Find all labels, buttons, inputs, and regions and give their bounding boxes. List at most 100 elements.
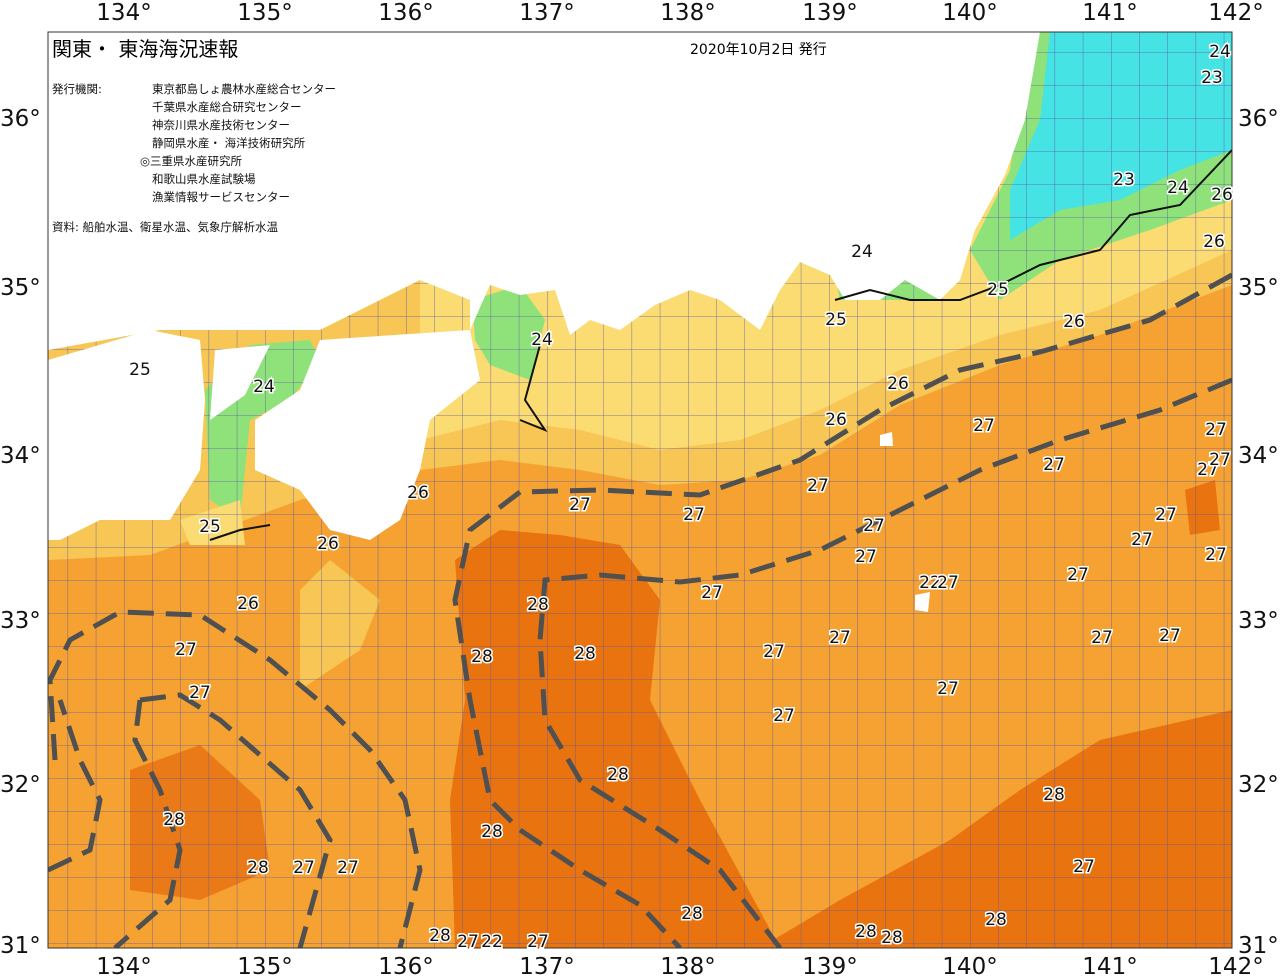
publisher: 和歌山県水産試験場 (152, 172, 256, 186)
contour-label: 26 (825, 410, 847, 430)
contour-label: 24 (531, 330, 553, 350)
contour-label: 27 (569, 495, 591, 515)
publisher: 静岡県水産・ 海洋技術研究所 (152, 136, 306, 150)
contour-label: 25 (199, 517, 221, 537)
contour-label: 27 (1197, 460, 1219, 480)
longitude-label: 140° (942, 0, 997, 26)
publisher: 千葉県水産総合研究センター (152, 100, 302, 114)
contour-label: 26 (237, 594, 259, 614)
contour-label: 28 (1043, 785, 1065, 805)
contour-label: 27 (1073, 857, 1095, 877)
contour-label: 24 (253, 377, 275, 397)
latitude-label: 34° (0, 443, 41, 469)
longitude-label: 137° (519, 0, 574, 26)
publisher: 東京都島しょ農林水産総合センター (152, 82, 336, 96)
contour-label: 23 (1113, 170, 1135, 190)
contour-label: 28 (471, 647, 493, 667)
eddy-inner (113, 692, 333, 948)
contour-label: 27 (863, 516, 885, 536)
latitude-label: 32° (1238, 772, 1279, 798)
contour-label: 27 (337, 858, 359, 878)
longitude-label: 136° (378, 0, 433, 26)
contour-label: 22 (919, 573, 941, 593)
coast-contour (209, 149, 1232, 541)
contour-label: 27 (1091, 628, 1113, 648)
contour-label: 28 (855, 922, 877, 942)
latitude-label: 34° (1238, 443, 1279, 469)
contour-label: 27 (1131, 530, 1153, 550)
contour-label: 27 (937, 679, 959, 699)
longitude-label: 138° (660, 0, 715, 26)
contour-label: 27 (701, 583, 723, 603)
longitude-label: 138° (660, 954, 715, 980)
contour-label: 27 (1205, 420, 1227, 440)
contour-label: 28 (985, 910, 1007, 930)
latitude-label: 36° (0, 106, 41, 132)
contour-label: 27 (527, 932, 549, 952)
contour-label: 28 (527, 595, 549, 615)
title: 関東・ 東海海況速報 (52, 37, 238, 61)
map-body (48, 32, 1232, 948)
eddy-outer (48, 609, 423, 948)
contour-label: 27 (829, 628, 851, 648)
land-island (915, 592, 930, 612)
publishers-label: 発行機関: (52, 82, 102, 96)
contour-label: 24 (851, 242, 873, 262)
latitude-label: 33° (0, 608, 41, 634)
contour-label: 27 (683, 505, 705, 525)
longitude-label: 134° (96, 0, 151, 26)
contour-label: 28 (247, 858, 269, 878)
land-izu-oshima (880, 432, 893, 446)
publisher: 神奈川県水産技術センター (152, 118, 290, 132)
contour-label: 27 (773, 706, 795, 726)
contour-label: 27 (855, 547, 877, 567)
contour-label: 23 (1201, 68, 1223, 88)
contour-label: 28 (429, 926, 451, 946)
contour-label: 27 (293, 858, 315, 878)
contour-label: 26 (1211, 185, 1233, 205)
longitude-label: 140° (942, 954, 997, 980)
longitude-label: 135° (237, 0, 292, 26)
contour-label: 27 (175, 640, 197, 660)
contour-label: 24 (1209, 42, 1231, 62)
land-shikoku (48, 330, 205, 540)
longitude-label: 142° (1208, 0, 1263, 26)
longitude-label: 136° (378, 954, 433, 980)
source: 資料: 船舶水温、衛星水温、気象庁解析水温 (52, 220, 279, 234)
latitude-label: 35° (0, 275, 41, 301)
contour-label: 25 (129, 360, 151, 380)
contour-label: 27 (763, 642, 785, 662)
longitude-label: 139° (802, 0, 857, 26)
contour-label: 28 (481, 822, 503, 842)
longitude-label: 142° (1208, 954, 1263, 980)
contour-label: 26 (887, 374, 909, 394)
contour-label: 28 (881, 928, 903, 948)
publisher: ◎三重県水産研究所 (140, 154, 243, 168)
latitude-label: 32° (0, 772, 41, 798)
latitude-label: 33° (1238, 608, 1279, 634)
contour-label: 27 (1155, 505, 1177, 525)
longitude-label: 141° (1082, 954, 1137, 980)
contour-label: 27 (807, 476, 829, 496)
contour-label: 25 (987, 280, 1009, 300)
land-kii (255, 330, 480, 540)
kuroshio-axis (537, 377, 1232, 948)
longitude-label: 141° (1082, 0, 1137, 26)
contour-label: 27 (1067, 565, 1089, 585)
contour-label: 28 (163, 810, 185, 830)
land-honshu (48, 32, 1040, 350)
latitude-label: 31° (0, 933, 41, 959)
contour-label: 27 (973, 416, 995, 436)
latitude-label: 35° (1238, 275, 1279, 301)
longitude-label: 137° (519, 954, 574, 980)
contour-label: 24 (1167, 178, 1189, 198)
contour-label: 26 (317, 534, 339, 554)
contour-label: 28 (681, 904, 703, 924)
longitude-label: 134° (96, 954, 151, 980)
contour-label: 27 (1043, 455, 1065, 475)
land-awaji (210, 345, 270, 420)
latitude-label: 36° (1238, 106, 1279, 132)
contour-label: 22 (481, 932, 503, 952)
contour-label: 26 (1203, 232, 1225, 252)
